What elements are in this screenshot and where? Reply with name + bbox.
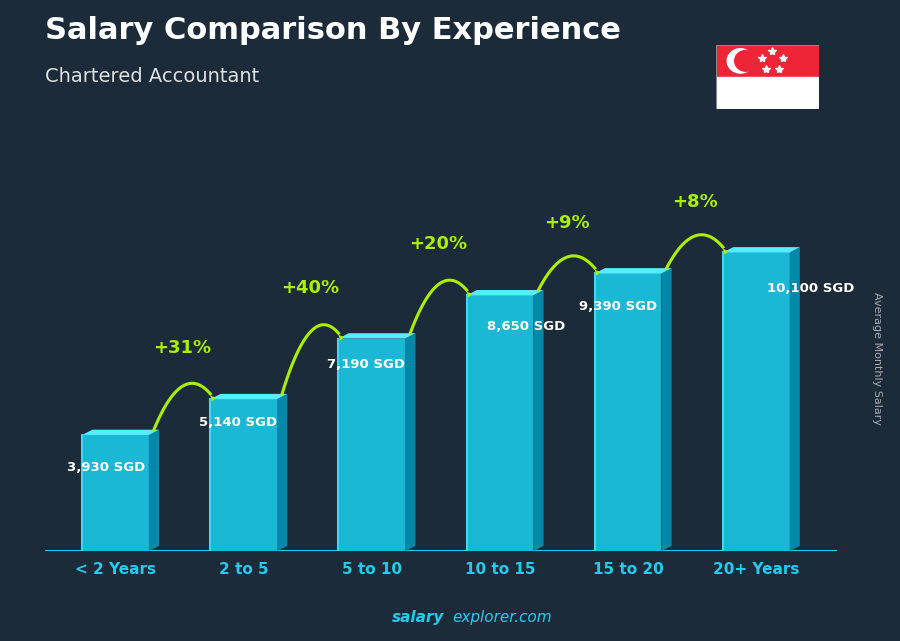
Bar: [716, 45, 819, 77]
Polygon shape: [595, 274, 662, 551]
Text: Average Monthly Salary: Average Monthly Salary: [872, 292, 883, 426]
Text: +31%: +31%: [153, 339, 211, 357]
Text: +20%: +20%: [410, 235, 467, 253]
Text: 10,100 SGD: 10,100 SGD: [767, 282, 854, 295]
Polygon shape: [723, 247, 800, 253]
Polygon shape: [466, 296, 534, 551]
Text: +9%: +9%: [544, 213, 590, 231]
Polygon shape: [211, 399, 277, 551]
Text: 7,190 SGD: 7,190 SGD: [327, 358, 405, 370]
Polygon shape: [82, 435, 148, 551]
Polygon shape: [211, 394, 287, 399]
Polygon shape: [338, 333, 416, 338]
Text: Salary Comparison By Experience: Salary Comparison By Experience: [45, 16, 621, 45]
Polygon shape: [789, 247, 800, 551]
Text: +8%: +8%: [672, 192, 717, 211]
Polygon shape: [277, 394, 287, 551]
Text: Chartered Accountant: Chartered Accountant: [45, 67, 259, 87]
Polygon shape: [534, 290, 544, 551]
Polygon shape: [405, 333, 416, 551]
Circle shape: [727, 49, 753, 73]
Text: explorer.com: explorer.com: [453, 610, 553, 625]
Polygon shape: [466, 290, 544, 296]
Polygon shape: [723, 253, 789, 551]
Polygon shape: [148, 429, 159, 551]
Text: +40%: +40%: [281, 279, 339, 297]
Polygon shape: [82, 429, 159, 435]
Text: salary: salary: [392, 610, 444, 625]
Polygon shape: [595, 268, 671, 274]
Text: 8,650 SGD: 8,650 SGD: [487, 320, 565, 333]
Polygon shape: [662, 268, 671, 551]
Polygon shape: [338, 338, 405, 551]
Text: 9,390 SGD: 9,390 SGD: [580, 300, 658, 313]
Text: 5,140 SGD: 5,140 SGD: [199, 415, 277, 428]
Text: 3,930 SGD: 3,930 SGD: [67, 461, 145, 474]
Bar: [716, 77, 819, 109]
Circle shape: [734, 51, 757, 71]
